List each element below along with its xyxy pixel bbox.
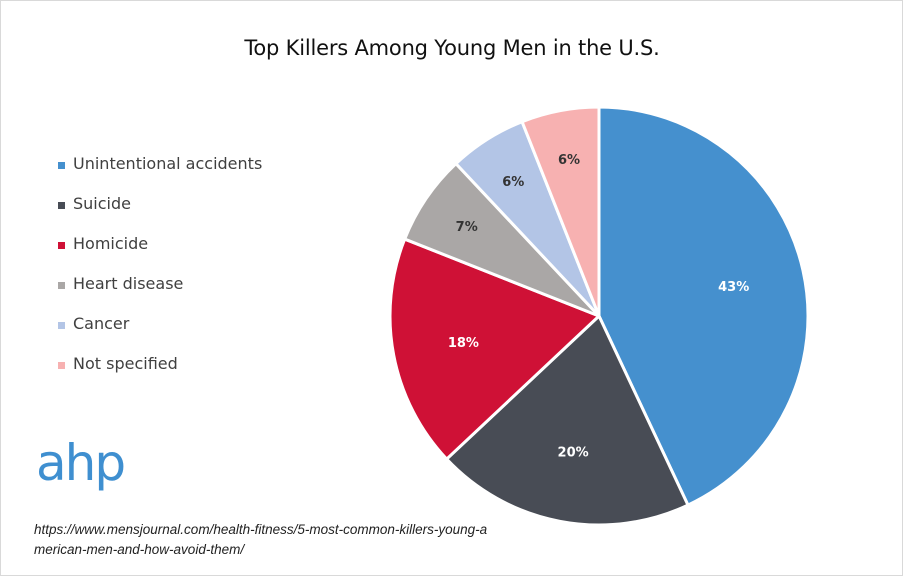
source-citation: https://www.mensjournal.com/health-fitne… — [34, 522, 488, 557]
ahp-logo: ahp — [36, 434, 126, 492]
legend-item: Unintentional accidents — [58, 154, 262, 194]
legend: Unintentional accidents Suicide Homicide He… — [58, 154, 262, 394]
pie-slice — [445, 314, 690, 527]
pie-slice — [520, 105, 601, 318]
legend-swatch — [58, 162, 65, 169]
legend-item: Homicide — [58, 234, 262, 274]
legend-label: Heart disease — [73, 274, 184, 293]
legend-swatch — [58, 242, 65, 249]
legend-swatch — [58, 362, 65, 369]
legend-label: Not specified — [73, 354, 178, 373]
data-label: 6% — [502, 175, 524, 190]
data-label: 18% — [448, 336, 479, 351]
legend-label: Homicide — [73, 234, 149, 253]
legend-label: Suicide — [73, 194, 131, 213]
data-label: 7% — [456, 220, 478, 235]
legend-label: Unintentional accidents — [73, 154, 263, 173]
legend-swatch — [58, 202, 65, 209]
legend-item: Not specified — [58, 354, 262, 394]
pie-slice — [388, 237, 601, 461]
legend-swatch — [58, 322, 65, 329]
data-label: 6% — [558, 153, 580, 168]
legend-item: Cancer — [58, 314, 262, 354]
data-label: 20% — [558, 446, 589, 461]
pie-slice — [597, 105, 810, 507]
data-label: 43% — [718, 280, 749, 295]
legend-label: Cancer — [73, 314, 130, 333]
chart-title: Top Killers Among Young Men in the U.S. — [244, 36, 660, 60]
legend-item: Suicide — [58, 194, 262, 234]
legend-item: Heart disease — [58, 274, 262, 314]
legend-swatch — [58, 282, 65, 289]
